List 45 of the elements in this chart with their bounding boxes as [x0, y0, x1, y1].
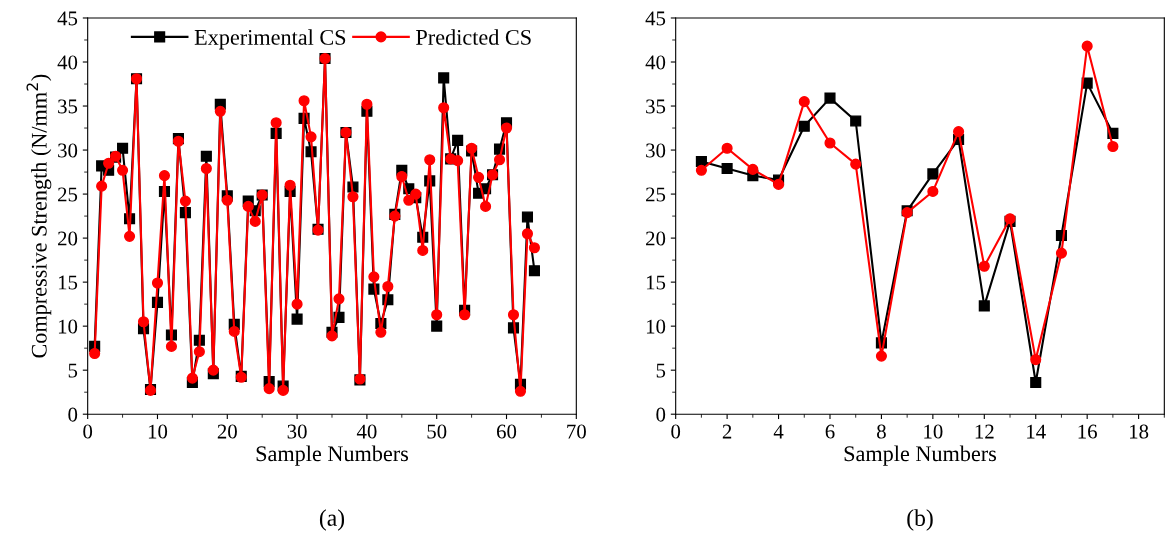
- x-tick-label: 70: [567, 424, 586, 439]
- y-tick-label: 40: [645, 55, 666, 70]
- y-tick-label: 25: [646, 187, 666, 202]
- text: (a): [319, 509, 345, 531]
- y-tick-label: 45: [645, 11, 666, 26]
- y-tick-label: 30: [58, 143, 78, 158]
- y-tick-label: 0: [656, 407, 666, 422]
- x-axis-title: Sample Numbers: [844, 445, 997, 466]
- x-tick-label: 40: [356, 424, 377, 439]
- y-tick-label: 0: [68, 407, 78, 422]
- x-tick-label: 0: [83, 424, 93, 439]
- x-tick-label: 14: [1027, 424, 1046, 439]
- x-tick-label: 8: [877, 424, 886, 439]
- y-tick-label: 45: [57, 11, 78, 26]
- x-tick-label: 60: [496, 424, 517, 439]
- x-tick-label: 2: [722, 424, 732, 439]
- text: (b): [907, 509, 933, 531]
- x-tick-label: 10: [148, 424, 168, 439]
- y-tick-label: 25: [58, 187, 78, 202]
- y-axis-title: Compressive Strength (N/mm$^{2}$): [26, 74, 52, 358]
- legend-label: Experimental CS: [194, 29, 346, 50]
- x-tick-label: 16: [1078, 424, 1097, 439]
- x-tick-label: 50: [427, 424, 447, 439]
- x-tick-label: 10: [924, 424, 943, 439]
- x-tick-label: 30: [287, 424, 307, 439]
- x-tick-label: 20: [217, 424, 237, 439]
- x-tick-label: 12: [975, 424, 994, 439]
- legend-label: Predicted CS: [416, 29, 531, 45]
- y-tick-label: 10: [646, 319, 666, 334]
- x-tick-label: 6: [825, 424, 835, 439]
- y-tick-label: 10: [58, 319, 78, 334]
- y-tick-label: 40: [57, 55, 78, 70]
- y-tick-label: 35: [646, 99, 666, 114]
- y-tick-label: 5: [68, 363, 78, 378]
- y-tick-label: 5: [656, 363, 666, 378]
- x-tick-label: 18: [1130, 424, 1149, 439]
- y-tick-label: 15: [646, 275, 666, 290]
- y-tick-label: 35: [58, 99, 78, 114]
- y-tick-label: 20: [646, 231, 666, 246]
- y-tick-label: 20: [58, 231, 78, 246]
- x-axis-title: Sample Numbers: [256, 445, 409, 466]
- y-tick-label: 15: [58, 275, 78, 290]
- y-tick-label: 30: [646, 143, 666, 158]
- x-tick-label: 0: [671, 424, 681, 439]
- x-tick-label: 4: [773, 424, 784, 439]
